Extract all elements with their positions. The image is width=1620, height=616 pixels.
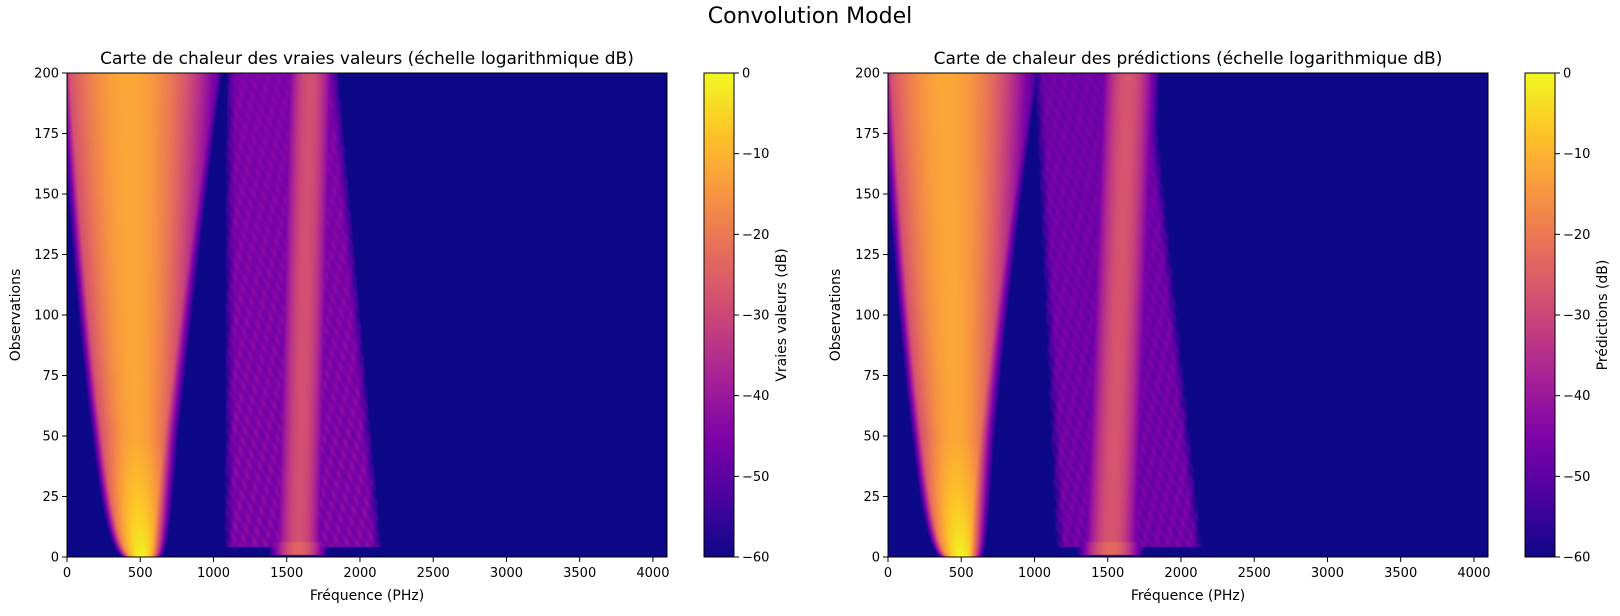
y-axis: 0 25 50 75 100 125 150 175 200 — [855, 67, 888, 566]
y-axis-label: Observations — [828, 269, 844, 362]
y-tick-label: 25 — [42, 490, 59, 505]
x-tick-label: 0 — [884, 566, 892, 581]
colorbar-tick-label: −50 — [1563, 470, 1590, 485]
y-tick-label: 0 — [51, 551, 59, 566]
colorbar-label: Prédictions (dB) — [1595, 260, 1611, 371]
colorbar-tick-label: 0 — [742, 67, 750, 82]
x-tick-label: 2500 — [417, 566, 450, 581]
y-tick-label: 25 — [863, 490, 880, 505]
colorbar-label: Vraies valeurs (dB) — [774, 248, 790, 381]
x-axis-label: Fréquence (PHz) — [1131, 588, 1245, 604]
colorbar-tick-label: −30 — [742, 309, 769, 324]
x-axis-label: Fréquence (PHz) — [310, 588, 424, 604]
x-tick-label: 4000 — [1457, 566, 1490, 581]
y-axis-label: Observations — [8, 269, 24, 362]
heatmap-panel-predictions: Carte de chaleur des prédictions (échell… — [828, 49, 1611, 604]
figure-title: Convolution Model — [707, 4, 913, 29]
colorbar-tick-label: −20 — [1563, 228, 1590, 243]
x-tick-label: 3500 — [1384, 566, 1417, 581]
y-tick-label: 100 — [34, 309, 59, 324]
colorbar-tick-label: −20 — [742, 228, 769, 243]
heatmap-area — [888, 73, 1488, 557]
x-tick-label: 2000 — [1164, 566, 1197, 581]
y-tick-label: 175 — [855, 127, 880, 142]
y-axis: 0 25 50 75 100 125 150 175 200 — [34, 67, 67, 566]
colorbar-ticks: 0 −10 −20 −30 −40 −50 −60 — [1555, 67, 1590, 566]
x-axis: 0 500 1000 1500 2000 2500 3000 3500 4000 — [63, 557, 669, 581]
y-tick-label: 100 — [855, 309, 880, 324]
x-tick-label: 3500 — [563, 566, 596, 581]
y-tick-label: 200 — [34, 67, 59, 82]
colorbar-tick-label: −60 — [1563, 551, 1590, 566]
x-tick-label: 500 — [128, 566, 153, 581]
x-tick-label: 1500 — [1091, 566, 1124, 581]
y-tick-label: 50 — [42, 430, 59, 445]
y-tick-label: 125 — [855, 248, 880, 263]
x-tick-label: 0 — [63, 566, 71, 581]
heatmap-area — [67, 73, 667, 557]
y-tick-label: 175 — [34, 127, 59, 142]
plot-title: Carte de chaleur des prédictions (échell… — [934, 49, 1443, 69]
y-tick-label: 125 — [34, 248, 59, 263]
x-tick-label: 1000 — [1018, 566, 1051, 581]
x-tick-label: 1000 — [197, 566, 230, 581]
colorbar-tick-label: −40 — [1563, 389, 1590, 404]
plot-title: Carte de chaleur des vraies valeurs (éch… — [100, 49, 634, 69]
y-tick-label: 150 — [855, 188, 880, 203]
x-tick-label: 1500 — [270, 566, 303, 581]
x-tick-label: 3000 — [490, 566, 523, 581]
y-tick-label: 200 — [855, 67, 880, 82]
heatmap-panel-true-values: Carte de chaleur des vraies valeurs (éch… — [8, 49, 790, 604]
colorbar-tick-label: 0 — [1563, 67, 1571, 82]
y-tick-label: 75 — [863, 369, 880, 384]
x-tick-label: 500 — [949, 566, 974, 581]
colorbar-tick-label: −30 — [1563, 309, 1590, 324]
colorbar — [1524, 72, 1556, 558]
x-tick-label: 2000 — [343, 566, 376, 581]
x-tick-label: 3000 — [1311, 566, 1344, 581]
y-tick-label: 75 — [42, 369, 59, 384]
x-axis: 0 500 1000 1500 2000 2500 3000 3500 4000 — [884, 557, 1490, 581]
colorbar-tick-label: −50 — [742, 470, 769, 485]
x-tick-label: 2500 — [1238, 566, 1271, 581]
colorbar — [703, 72, 735, 558]
colorbar-ticks: 0 −10 −20 −30 −40 −50 −60 — [734, 67, 769, 566]
x-tick-label: 4000 — [636, 566, 669, 581]
colorbar-tick-label: −60 — [742, 551, 769, 566]
y-tick-label: 0 — [872, 551, 880, 566]
colorbar-tick-label: −10 — [742, 147, 769, 162]
y-tick-label: 50 — [863, 430, 880, 445]
colorbar-tick-label: −10 — [1563, 147, 1590, 162]
colorbar-tick-label: −40 — [742, 389, 769, 404]
y-tick-label: 150 — [34, 188, 59, 203]
